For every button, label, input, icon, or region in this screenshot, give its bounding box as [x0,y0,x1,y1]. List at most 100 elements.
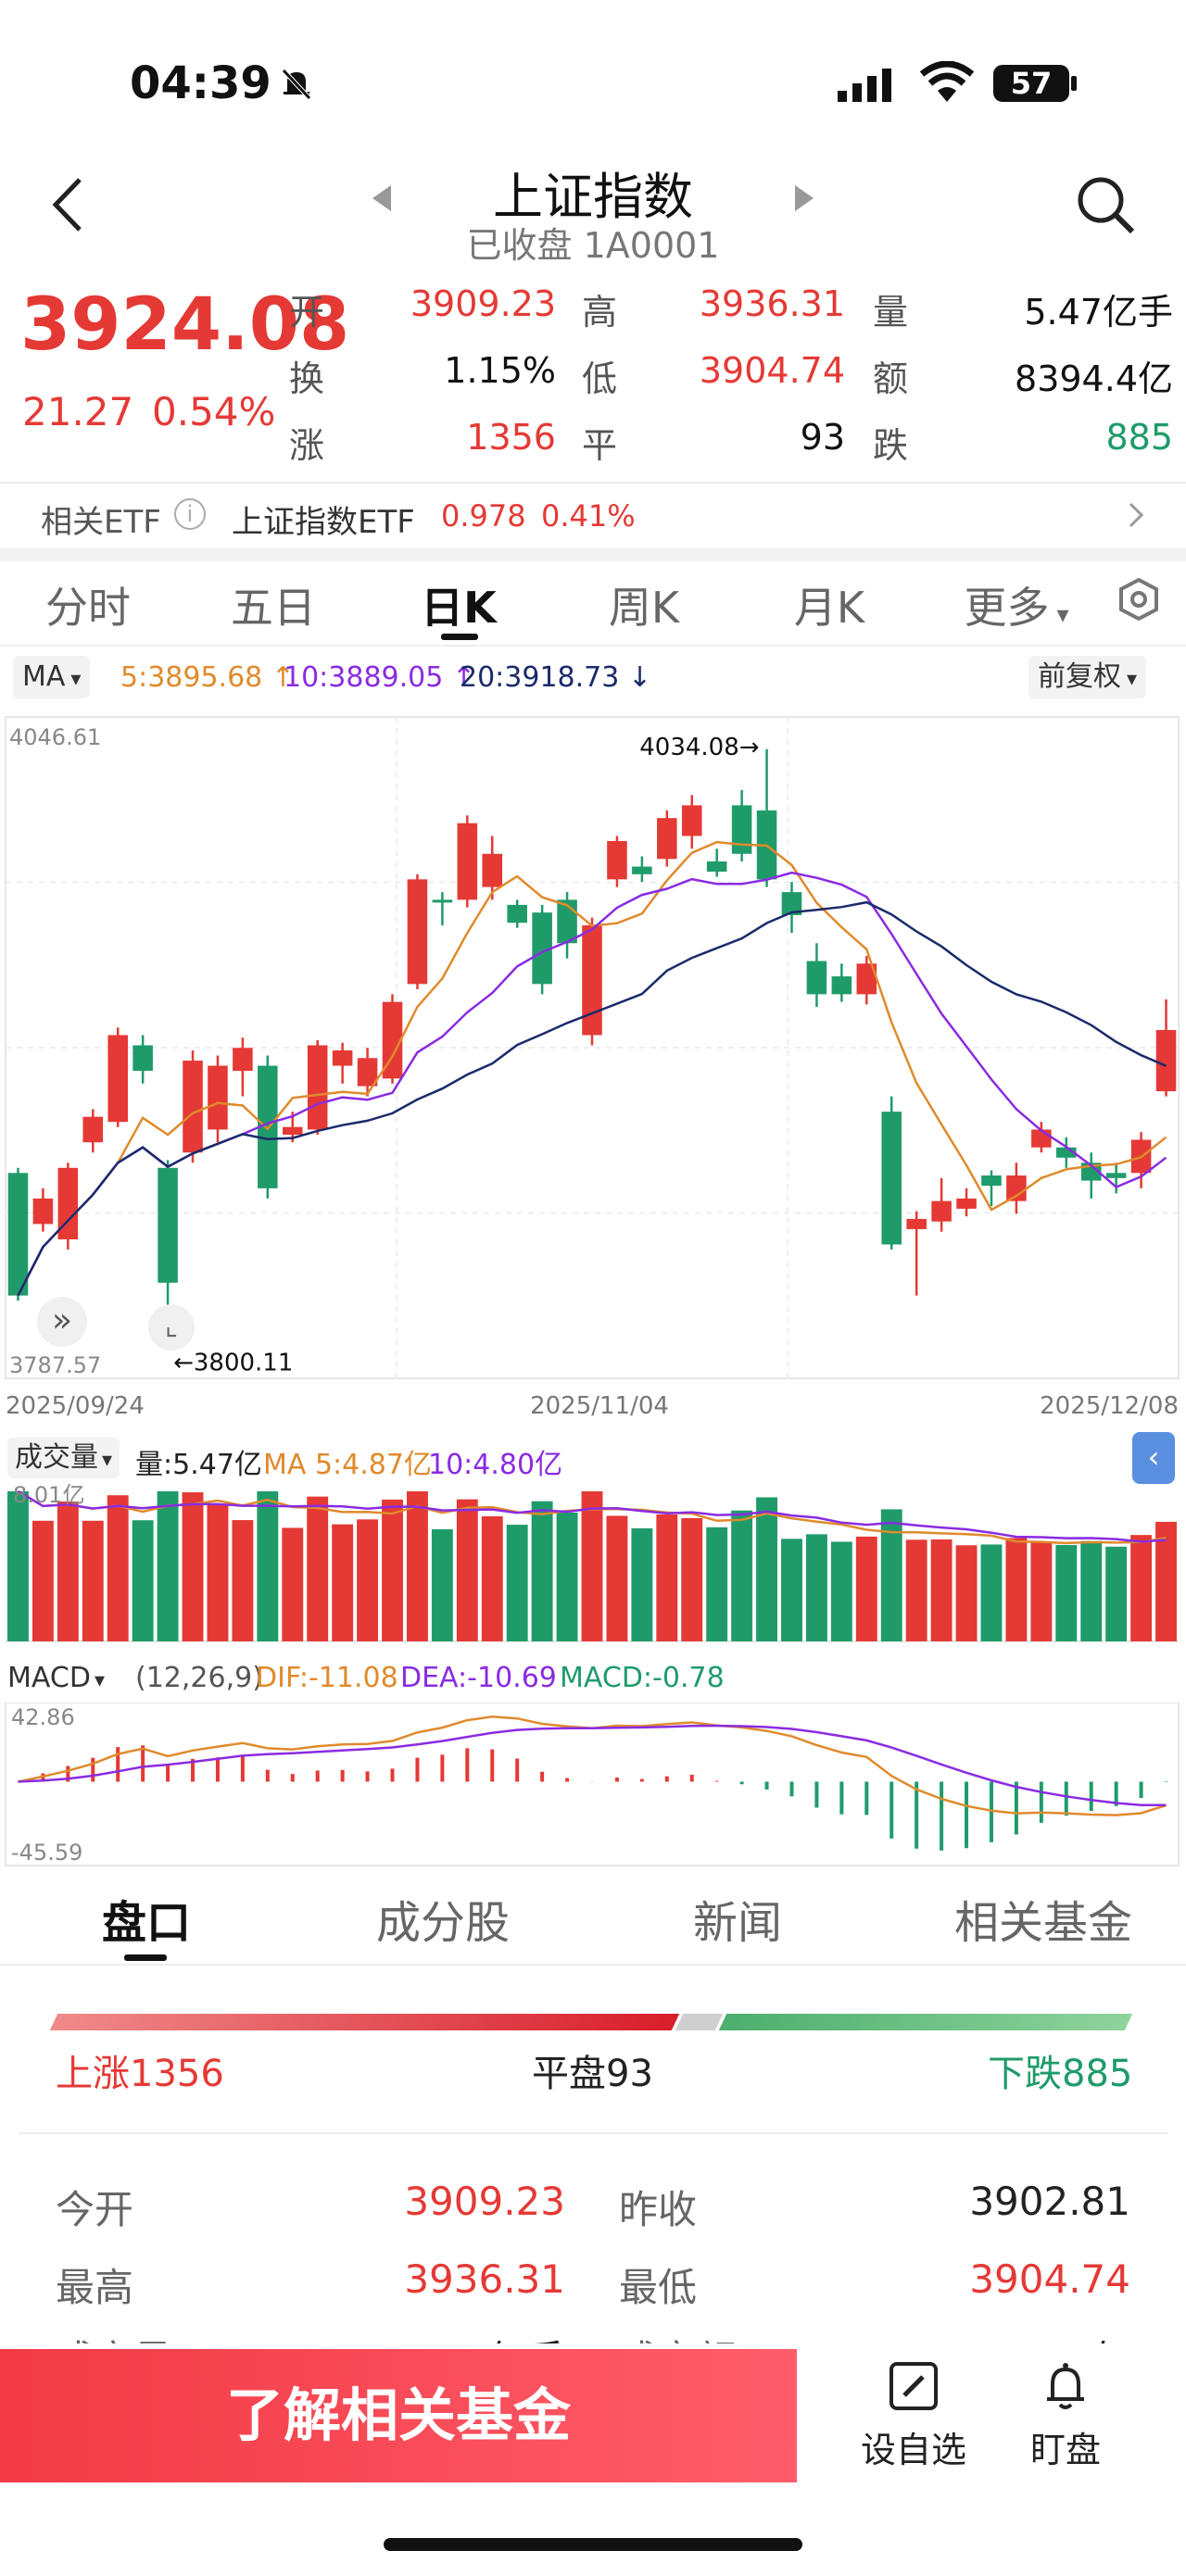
candle-body [57,1167,79,1239]
volume-bar [781,1539,802,1641]
open-label: 开 [289,292,325,333]
tab-five-day[interactable]: 五日 [231,583,316,633]
candle-body [1155,1029,1177,1092]
prev-index-icon[interactable] [371,183,393,217]
candle-body [233,1048,253,1072]
breadth-up-segment [49,2014,680,2030]
ma10-value: 10:3889.05 ↑ [284,661,475,694]
up-count-label: 涨 [289,425,325,466]
high-label: 高 [582,292,618,333]
volume-bar [157,1491,179,1641]
section-tab-funds[interactable]: 相关基金 [953,1897,1132,1949]
stat-low-value: 3904.74 [969,2256,1130,2302]
amount-label: 额 [873,358,909,399]
macd-frame [5,1703,1180,1866]
back-icon[interactable] [48,174,85,239]
y-min-label: 3787.57 [9,1352,101,1378]
tab-monthly-k[interactable]: 月K [793,583,865,633]
signal-icon [838,67,899,107]
tab-intraday[interactable]: 分时 [45,583,131,633]
candle-body [1056,1147,1077,1158]
macd-min-label: -45.59 [11,1840,82,1866]
add-watchlist-button[interactable]: 设自选 [849,2358,978,2479]
search-icon[interactable] [1075,174,1136,239]
battery-icon: 57 [993,65,1069,102]
section-tab-news[interactable]: 新闻 [692,1897,782,1949]
ma-selector[interactable]: MA ▾ [13,656,91,698]
caret-down-icon: ▾ [1056,601,1069,629]
macd-selector[interactable]: MACD ▾ [7,1658,105,1699]
volume-ma10: 10:4.80亿 [428,1449,563,1481]
volume-bar [855,1536,877,1641]
chevron-right-icon [1127,500,1145,534]
breadth-flat: 平盘93 [532,2053,653,2095]
breadth-bar [49,2014,1133,2030]
ma20-value: 20:3918.73 ↓ [460,661,651,694]
candle-body [831,976,852,995]
info-icon[interactable]: i [174,498,206,530]
volume-bar [980,1544,1003,1641]
candle-body [607,840,627,880]
candle-body [931,1200,952,1222]
stat-open-label: 今开 [56,2187,134,2232]
volume-selector[interactable]: 成交量 ▾ [7,1438,120,1478]
date-label: 2025/09/24 [6,1392,145,1420]
candle-body [1006,1175,1027,1201]
caret-down-icon: ▾ [70,668,82,691]
volume-chart[interactable]: 8.01亿 [0,1482,1186,1649]
volume-bar [830,1541,852,1641]
etf-price: 0.978 [441,498,526,534]
macd-chart[interactable]: 42.86 -45.59 [0,1703,1186,1869]
candle-body [107,1035,128,1123]
volume-bar [481,1515,503,1641]
breadth-up: 上涨1356 [56,2053,224,2095]
breadth-down-segment [718,2014,1133,2030]
next-index-icon[interactable] [793,183,815,217]
candle-body [681,805,702,836]
volume-bar [1080,1540,1103,1641]
tab-daily-k[interactable]: 日K [421,583,497,633]
candle-body [582,924,602,1036]
section-tab-quote[interactable]: 盘口 [101,1897,191,1949]
down-count-label: 跌 [873,425,909,466]
candle-body [507,904,527,924]
tab-weekly-k[interactable]: 周K [608,583,680,633]
section-tab-constituents[interactable]: 成分股 [375,1897,510,1949]
low-annotation: ←3800.11 [173,1350,293,1377]
volume-bar [581,1491,603,1641]
macd-value: MACD:-0.78 [560,1662,725,1694]
mute-bell-icon [278,65,315,102]
settings-hex-icon[interactable] [1116,576,1162,626]
etf-pct: 0.41% [541,498,636,534]
caret-down-icon: ▾ [94,1669,105,1692]
open-value: 3909.23 [410,283,556,324]
volume-bar [107,1495,129,1641]
adjust-selector[interactable]: 前复权 ▾ [1028,656,1147,698]
tab-more[interactable]: 更多 ▾ [938,574,1095,635]
stat-prev-value: 3902.81 [969,2179,1130,2224]
arrow-up-icon: ↑ [262,661,295,694]
etf-row[interactable]: 相关ETF i 上证指数ETF 0.978 0.41% [0,484,1186,548]
page-title: 上证指数 [493,168,693,226]
volume-bar [1155,1521,1177,1641]
stat-high-value: 3936.31 [404,2256,565,2302]
volume-bar [1030,1542,1053,1641]
volume-bar [182,1492,204,1641]
breadth-down: 下跌885 [988,2053,1133,2095]
candle-body [432,899,453,903]
volume-current: 量:5.47亿 [135,1449,262,1481]
learn-funds-button[interactable]: 了解相关基金 [0,2349,797,2482]
collapse-panel-icon[interactable]: ‹ [1132,1432,1175,1484]
volume-ma5: MA 5:4.87亿 [263,1449,432,1481]
expand-chart-icon[interactable]: » [37,1297,87,1347]
volume-bar [756,1497,778,1641]
ma5-line [17,840,1167,1297]
volume-bar [406,1491,428,1641]
corner-expand-icon[interactable]: ⌞ [148,1304,195,1351]
kline-chart[interactable]: 4046.61 3787.57 4034.08→ ←3800.11 2025/09/24… [0,704,1186,1426]
monitor-button[interactable]: 盯盘 [1001,2358,1130,2479]
volume-bar [506,1525,528,1641]
candle-body [781,892,802,915]
low-value: 3904.74 [699,350,845,391]
volume-value: 5.47亿手 [1024,292,1173,333]
